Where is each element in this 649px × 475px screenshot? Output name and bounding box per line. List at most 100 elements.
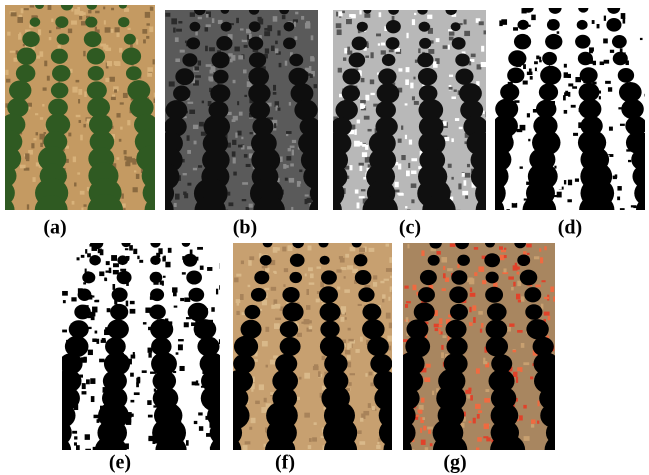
texture <box>376 445 380 449</box>
plant-row <box>290 272 303 283</box>
plant-row <box>249 101 270 120</box>
texture <box>240 28 244 30</box>
texture <box>425 447 429 451</box>
plant-row <box>290 254 305 267</box>
texture <box>234 47 239 52</box>
panel-label: (b) <box>233 217 257 239</box>
texture <box>107 308 111 312</box>
texture <box>370 52 373 58</box>
plant-row <box>213 70 228 84</box>
texture <box>424 377 430 382</box>
texture <box>382 294 385 298</box>
texture <box>228 202 233 206</box>
texture <box>523 251 526 255</box>
plant-row <box>90 237 103 249</box>
texture <box>264 31 270 36</box>
texture <box>527 72 533 75</box>
image-content <box>206 238 416 466</box>
plant-row <box>150 272 163 283</box>
texture <box>442 335 446 338</box>
texture <box>233 172 236 176</box>
texture <box>360 100 366 104</box>
texture <box>530 376 533 379</box>
texture <box>448 45 450 50</box>
plant-row <box>579 83 600 102</box>
texture <box>35 113 38 115</box>
texture <box>283 164 286 169</box>
texture <box>143 39 146 43</box>
plant-row <box>549 2 562 14</box>
texture <box>477 414 480 419</box>
texture <box>347 265 353 269</box>
texture <box>83 51 85 56</box>
plant-row <box>524 287 541 302</box>
texture <box>645 176 649 179</box>
plant-row <box>451 22 461 31</box>
texture <box>523 405 526 409</box>
plant-row <box>545 34 562 50</box>
texture <box>359 248 365 253</box>
texture <box>420 428 422 433</box>
texture <box>264 288 269 290</box>
plant-row <box>525 304 542 319</box>
texture <box>73 156 76 162</box>
texture <box>538 400 540 406</box>
texture <box>554 166 556 169</box>
texture <box>443 266 445 270</box>
texture <box>370 93 374 95</box>
texture <box>79 120 81 123</box>
texture <box>124 156 126 161</box>
texture <box>237 303 239 306</box>
texture <box>386 244 389 247</box>
texture <box>114 89 117 92</box>
texture <box>273 92 277 95</box>
texture <box>517 330 523 333</box>
texture <box>565 160 570 163</box>
texture <box>179 366 184 371</box>
texture <box>99 359 104 363</box>
plant-row <box>490 434 525 466</box>
texture <box>593 52 599 54</box>
texture <box>236 18 239 23</box>
texture <box>349 14 355 17</box>
texture <box>187 135 190 140</box>
texture <box>142 370 147 373</box>
texture <box>62 291 68 296</box>
texture <box>344 289 350 293</box>
plant-row <box>362 194 397 226</box>
plant-row <box>150 319 173 340</box>
plant-row <box>150 288 164 301</box>
texture <box>523 362 529 365</box>
texture <box>468 388 471 392</box>
texture <box>301 16 304 20</box>
texture <box>238 55 243 59</box>
texture <box>617 197 620 201</box>
texture <box>443 45 448 48</box>
texture <box>422 417 425 420</box>
plant-row <box>514 238 526 249</box>
texture <box>205 27 208 31</box>
texture <box>129 245 133 250</box>
texture <box>123 93 128 98</box>
texture <box>449 87 453 90</box>
texture <box>32 177 35 182</box>
image-panel <box>378 237 581 466</box>
plant-row <box>183 254 197 267</box>
plant-row <box>22 31 39 47</box>
texture <box>208 76 212 80</box>
plant-row <box>283 38 296 50</box>
texture <box>617 148 622 154</box>
texture <box>88 350 93 355</box>
texture <box>266 365 268 368</box>
texture <box>639 51 642 54</box>
texture <box>508 168 510 171</box>
texture <box>513 282 515 287</box>
texture <box>590 9 595 13</box>
texture <box>441 345 443 350</box>
texture <box>264 265 268 268</box>
texture <box>308 73 312 75</box>
texture <box>87 253 91 257</box>
texture <box>401 125 403 129</box>
panel-label: (f) <box>275 452 295 474</box>
texture <box>206 14 209 18</box>
